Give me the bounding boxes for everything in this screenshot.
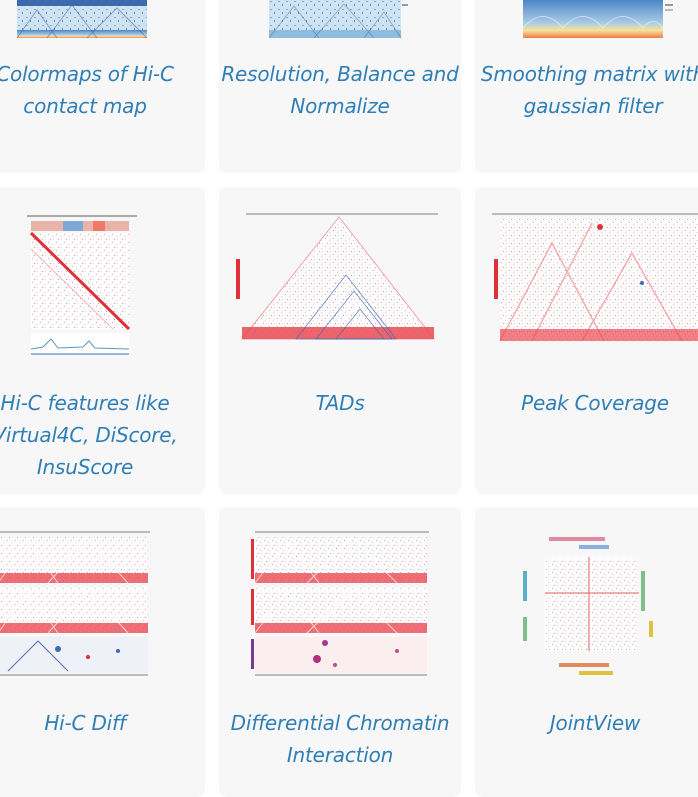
caption-resolution[interactable]: Resolution, Balance and Normalize (221, 62, 459, 118)
features-thumbnail[interactable] (23, 209, 141, 357)
gallery-card-dci[interactable]: Differential Chromatin Interaction (219, 507, 461, 797)
gallery-card-joint[interactable]: JointView (475, 507, 698, 797)
gallery-card-resolution[interactable]: Resolution, Balance and Normalize (219, 0, 461, 173)
gallery-card-features[interactable]: Hi-C features like Virtual4C, DiScore, I… (0, 187, 205, 494)
smoothing-thumbnail[interactable] (523, 0, 673, 38)
caption-diff[interactable]: Hi-C Diff (44, 711, 126, 735)
caption-joint[interactable]: JointView (549, 711, 641, 735)
caption-tads[interactable]: TADs (315, 391, 365, 415)
gallery-card-tads[interactable]: TADs (219, 187, 461, 494)
caption-dci[interactable]: Differential Chromatin Interaction (230, 711, 450, 767)
gallery-card-colormaps[interactable]: Colormaps of Hi-C contact map (0, 0, 205, 173)
dci-thumbnail[interactable] (247, 531, 431, 677)
diff-thumbnail[interactable] (0, 531, 150, 677)
caption-peak[interactable]: Peak Coverage (521, 391, 669, 415)
gallery-card-peak[interactable]: Peak Coverage (475, 187, 698, 494)
gallery-card-diff[interactable]: Hi-C Diff (0, 507, 205, 797)
peak-thumbnail[interactable] (492, 213, 698, 343)
colormaps-thumbnail[interactable] (17, 0, 147, 38)
gallery-card-smoothing[interactable]: Smoothing matrix with gaussian filter (475, 0, 698, 173)
caption-colormaps[interactable]: Colormaps of Hi-C contact map (0, 62, 174, 118)
tads-thumbnail[interactable] (236, 213, 442, 343)
caption-features[interactable]: Hi-C features like Virtual4C, DiScore, I… (0, 391, 178, 479)
resolution-thumbnail[interactable] (269, 0, 409, 38)
caption-smoothing[interactable]: Smoothing matrix with gaussian filter (480, 62, 698, 118)
joint-thumbnail[interactable] (519, 531, 669, 681)
